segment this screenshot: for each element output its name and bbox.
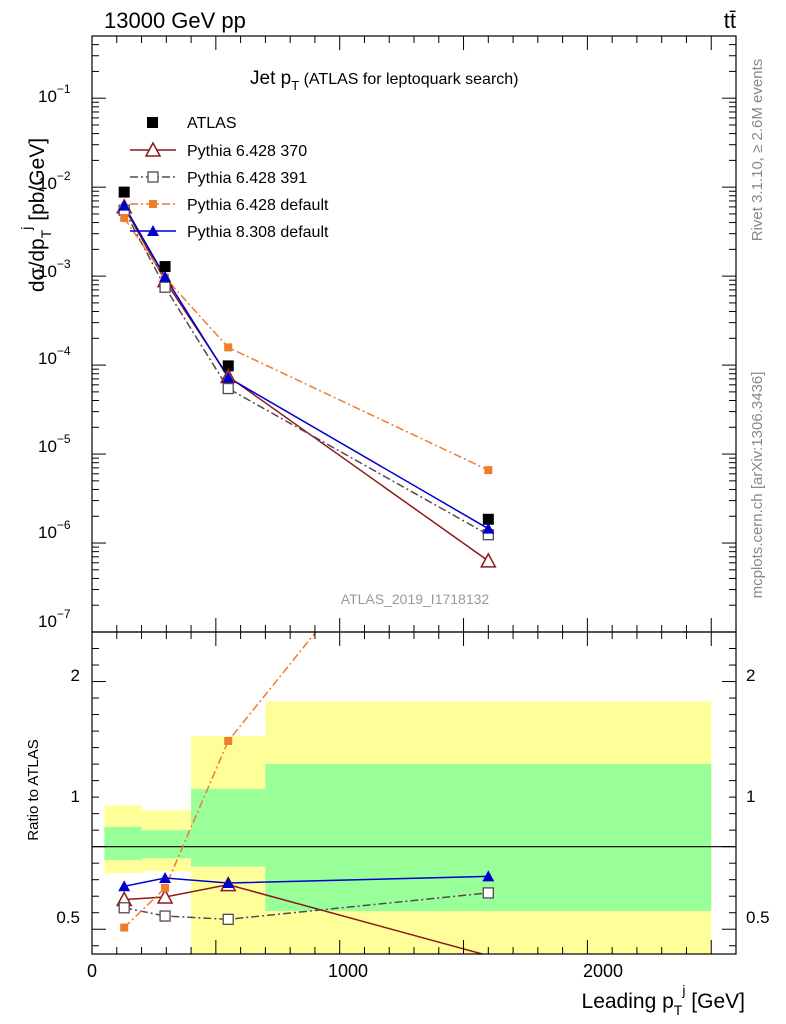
ratio-y-axis-label: Ratio to ATLAS: [25, 739, 42, 840]
legend-label-p370: Pythia 6.428 370: [187, 143, 307, 160]
ratio-uncertainty-bands: [92, 701, 736, 954]
ratio-y-tick-labels-right: 0.5 1 2: [746, 666, 770, 927]
ratio-point-p391-1: [159, 910, 171, 922]
legend-label-p6def: Pythia 6.428 default: [187, 197, 329, 214]
ratio-line-p8def: [124, 875, 489, 888]
process-label: tt̄: [724, 8, 736, 33]
y-tick-label-1e-1: 10−1: [38, 82, 71, 106]
legend-marker-p370: [144, 141, 162, 157]
ratio-point-p391-0: [118, 902, 130, 914]
ratio-point-p8def-3: [482, 870, 495, 882]
ratio-y-tick-label-right-1: 1: [746, 787, 755, 806]
ratio-y-tick-label-2: 2: [71, 666, 80, 685]
ratio-y-tick-labels-left: 0.5 1 2: [56, 666, 80, 927]
x-tick-label-2000: 2000: [583, 961, 623, 981]
main-point-p6def-3: [484, 466, 493, 475]
main-point-atlas-2: [222, 360, 234, 372]
ratio-y-tick-label-right-2: 2: [746, 666, 755, 685]
main-point-atlas-3: [482, 513, 494, 525]
ratio-point-p6def-0: [120, 923, 129, 932]
legend-marker-atlas: [147, 117, 158, 128]
main-point-p370-3: [480, 552, 497, 568]
ratio-point-p391-2: [222, 913, 234, 925]
legend-label-atlas: ATLAS: [187, 115, 237, 132]
main-point-atlas-1: [159, 261, 171, 273]
main-point-p6def-0: [120, 214, 129, 223]
plot-title: Jet pT (ATLAS for leptoquark search): [250, 68, 519, 93]
main-y-axis-label: dσ/dpTj [pb/GeV]: [18, 138, 54, 292]
band-inner-2: [191, 788, 266, 867]
legend-label-p391: Pythia 6.428 391: [187, 170, 307, 187]
main-line-p8def: [123, 205, 489, 530]
y-tick-label-1e-6: 10−6: [38, 518, 71, 542]
main-series-lines: [123, 205, 489, 562]
main-point-atlas-0: [118, 186, 130, 198]
band-inner-3: [265, 764, 712, 912]
energy-label: 13000 GeV pp: [104, 8, 246, 33]
main-line-p391: [123, 209, 489, 536]
main-series-markers: [115, 186, 497, 568]
y-tick-label-1e-5: 10−5: [38, 432, 71, 456]
ratio-series-lines: [123, 632, 489, 954]
legend-marker-p6def: [149, 200, 157, 208]
main-y-tick-labels: 10−7 10−6 10−5 10−4 10−3 10−2 10−1: [38, 82, 71, 631]
ratio-point-p6def-1: [161, 883, 170, 892]
main-point-p8def-1: [159, 270, 172, 282]
ratio-point-p8def-2: [222, 876, 235, 888]
legend-marker-p391: [147, 171, 159, 183]
ratio-point-p8def-1: [159, 872, 172, 884]
y-tick-label-1e-7: 10−7: [38, 607, 71, 631]
main-point-p8def-3: [482, 522, 495, 534]
ratio-point-p8def-0: [118, 880, 131, 892]
ratio-line-p391: [124, 892, 489, 921]
y-tick-label-1e-4: 10−4: [38, 344, 71, 368]
main-point-p391-1: [159, 281, 171, 293]
main-point-p8def-0: [118, 199, 131, 211]
x-axis-label: Leading pTj [GeV]: [582, 982, 745, 1018]
main-point-p391-2: [222, 382, 234, 395]
ratio-point-p370-1: [156, 888, 174, 904]
legend: ATLAS Pythia 6.428 370 Pythia 6.428 391 …: [130, 115, 329, 241]
legend-marker-p8def: [147, 225, 159, 236]
ratio-point-p391-3: [482, 887, 494, 899]
ratio-point-p6def-2: [224, 736, 233, 745]
x-tick-label-1000: 1000: [328, 961, 368, 981]
y-tick-label-1e-3: 10−3: [38, 257, 71, 281]
legend-label-p8def: Pythia 8.308 default: [187, 224, 329, 241]
ratio-series-markers: [115, 736, 495, 932]
x-tick-label-0: 0: [87, 961, 97, 981]
main-point-p8def-2: [222, 371, 235, 383]
ratio-y-tick-label-right-0.5: 0.5: [746, 908, 770, 927]
x-tick-labels: 0 1000 2000: [87, 961, 623, 981]
axis-ticks: [91, 35, 737, 954]
analysis-id: ATLAS_2019_I1718132: [341, 591, 490, 607]
main-point-p6def-2: [224, 343, 233, 352]
main-line-p6def: [123, 217, 489, 471]
mcplots-label: mcplots.cern.ch [arXiv:1306.3436]: [749, 372, 766, 599]
band-inner-0: [104, 826, 142, 860]
ratio-line-p370: [124, 883, 486, 954]
rivet-label: Rivet 3.1.10, ≥ 2.6M events: [749, 59, 766, 242]
ratio-y-tick-label-1: 1: [71, 787, 80, 806]
ratio-y-tick-label-0.5: 0.5: [56, 908, 80, 927]
y-tick-label-1e-2: 10−2: [38, 169, 71, 193]
ratio-line-p6def: [123, 632, 317, 929]
band-inner-1: [141, 830, 192, 859]
